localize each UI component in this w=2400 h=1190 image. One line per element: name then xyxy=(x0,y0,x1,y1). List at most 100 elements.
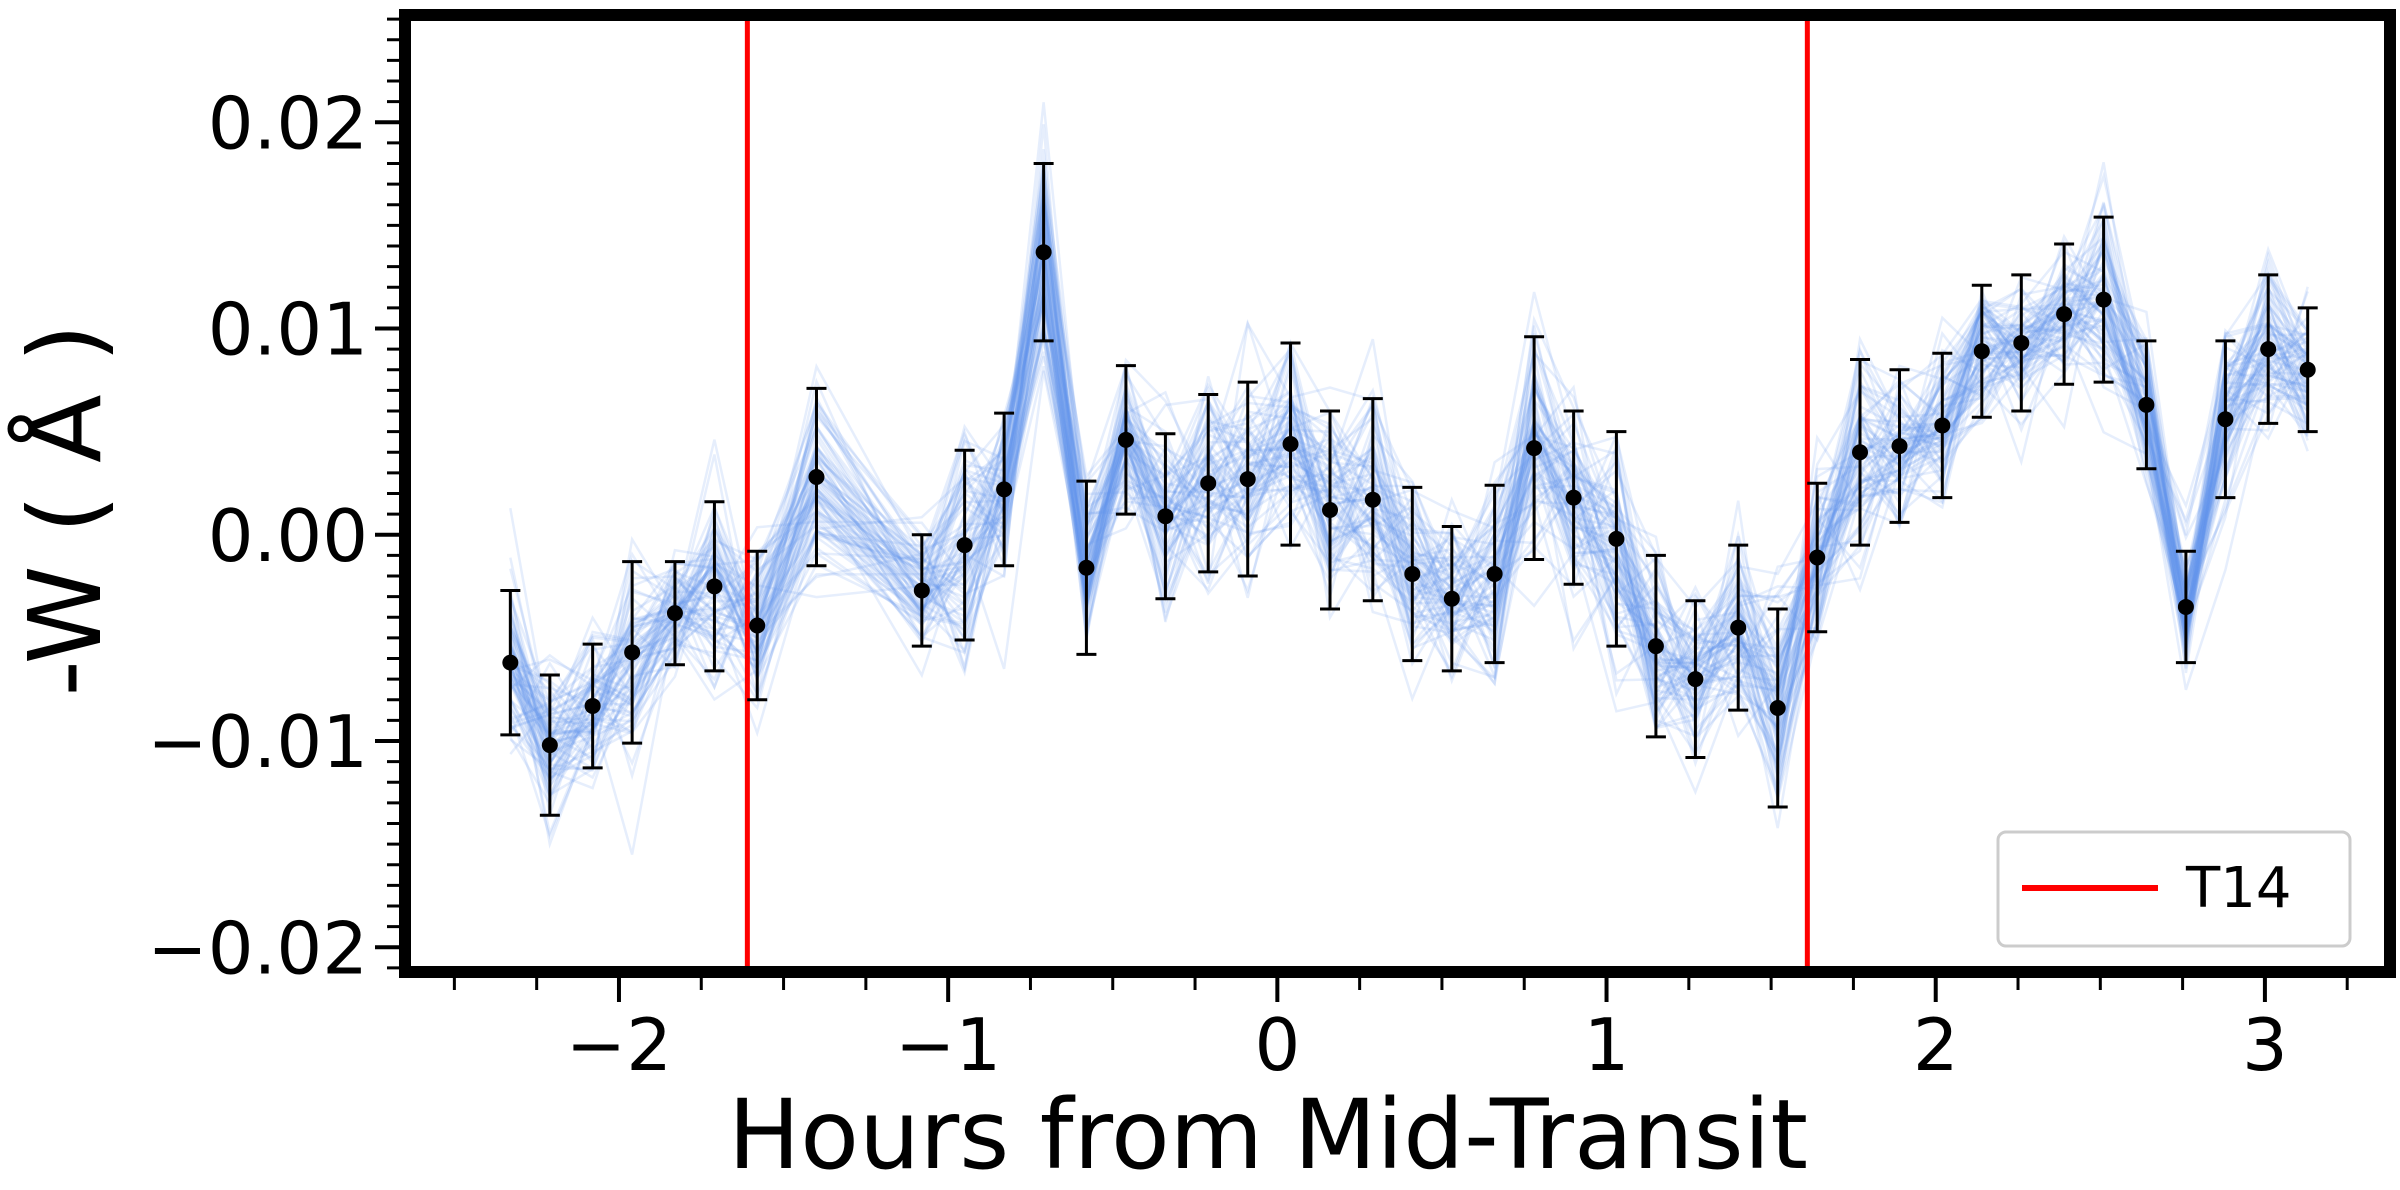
x-tick-label: 0 xyxy=(1254,1003,1300,1087)
data-point xyxy=(994,411,1015,568)
model-draw-line xyxy=(509,124,2309,765)
data-marker xyxy=(1117,431,1134,448)
data-point xyxy=(1850,357,1871,547)
data-marker xyxy=(2056,306,2073,323)
legend-box xyxy=(1996,830,2352,948)
data-marker xyxy=(808,469,825,485)
data-marker xyxy=(1282,436,1299,452)
data-point xyxy=(1807,481,1828,634)
data-marker xyxy=(956,537,973,554)
model-draw-line xyxy=(509,192,2309,747)
data-marker xyxy=(2260,341,2277,358)
data-marker xyxy=(1486,565,1503,582)
data-marker xyxy=(2299,361,2316,378)
data-point xyxy=(1484,483,1505,665)
model-draw-line xyxy=(510,199,2309,789)
x-axis-label: Hours from Mid-Transit xyxy=(728,1079,1808,1190)
data-point xyxy=(911,533,932,648)
data-point xyxy=(1320,409,1341,611)
x-axis: −2 −1 0 1 2 3 xyxy=(452,978,2349,1087)
data-marker xyxy=(1200,475,1217,492)
data-marker xyxy=(1647,638,1664,655)
data-marker xyxy=(1687,671,1704,688)
legend-t14-label: T14 xyxy=(2185,856,2291,921)
data-point xyxy=(2258,273,2279,425)
data-point xyxy=(2136,339,2157,471)
data-marker xyxy=(2177,598,2194,615)
data-point xyxy=(1524,335,1545,561)
x-tick-label: −2 xyxy=(566,1003,672,1087)
data-point xyxy=(806,386,827,568)
x-tick-label: −1 xyxy=(895,1003,1001,1087)
data-marker xyxy=(1526,440,1543,457)
data-point xyxy=(539,673,560,817)
data-marker xyxy=(2217,411,2234,428)
legend: T14 xyxy=(1996,830,2352,948)
data-marker xyxy=(1078,559,1095,576)
y-tick-label: 0.00 xyxy=(208,494,368,578)
data-marker xyxy=(1852,444,1869,461)
data-marker xyxy=(2013,334,2030,351)
data-marker xyxy=(1973,343,1990,360)
data-marker xyxy=(541,737,558,754)
model-draw-line xyxy=(509,162,2309,764)
data-marker xyxy=(1322,502,1339,518)
data-point xyxy=(1115,364,1136,516)
data-point xyxy=(1155,432,1176,601)
data-marker xyxy=(913,582,930,599)
data-point xyxy=(747,549,768,702)
data-point xyxy=(1685,599,1706,759)
data-point xyxy=(1362,397,1383,603)
y-tick-label: 0.02 xyxy=(208,81,368,165)
model-draw-line xyxy=(509,167,2309,771)
data-point xyxy=(1402,485,1423,663)
data-point xyxy=(2011,273,2032,413)
data-marker xyxy=(1404,565,1421,582)
x-tick-label: 1 xyxy=(1584,1003,1630,1087)
x-tick-label: 2 xyxy=(1913,1003,1959,1087)
data-point xyxy=(500,588,521,737)
data-point xyxy=(1606,430,1627,648)
data-marker xyxy=(584,697,601,714)
data-marker xyxy=(706,578,723,595)
y-tick-label: 0.01 xyxy=(208,288,368,372)
data-marker xyxy=(1157,508,1174,525)
plot-frame xyxy=(399,9,2396,978)
data-point xyxy=(1889,368,1910,524)
data-point xyxy=(1932,351,1953,500)
data-marker xyxy=(1035,244,1052,261)
data-point xyxy=(1280,341,1301,547)
model-draws xyxy=(509,102,2309,855)
data-point xyxy=(582,642,603,770)
data-point xyxy=(1971,283,1992,419)
data-point xyxy=(954,448,975,642)
data-point xyxy=(1237,380,1258,578)
y-tick-label: −0.01 xyxy=(147,700,368,784)
data-point xyxy=(2297,306,2318,434)
data-point xyxy=(622,560,643,745)
data-point xyxy=(664,560,685,667)
data-point xyxy=(2093,215,2114,384)
x-tick-label: 3 xyxy=(2242,1003,2288,1087)
data-marker xyxy=(1809,549,1826,566)
t14-lines xyxy=(744,15,1810,972)
data-marker xyxy=(666,605,683,622)
data-marker xyxy=(1443,590,1460,607)
data-points xyxy=(500,162,2318,817)
data-point xyxy=(1441,525,1462,673)
data-point xyxy=(1645,553,1666,739)
data-marker xyxy=(749,617,766,634)
data-marker xyxy=(1769,700,1786,716)
data-marker xyxy=(1364,491,1381,508)
data-marker xyxy=(1565,489,1582,506)
y-axis: −0.02 −0.01 0.00 0.01 0.02 xyxy=(147,17,399,990)
data-point xyxy=(1076,479,1097,656)
data-marker xyxy=(1934,417,1951,434)
data-marker xyxy=(1608,530,1625,547)
y-tick-label: −0.02 xyxy=(147,906,368,990)
data-point xyxy=(1767,607,1788,809)
data-marker xyxy=(2095,291,2112,308)
data-point xyxy=(2215,339,2236,500)
